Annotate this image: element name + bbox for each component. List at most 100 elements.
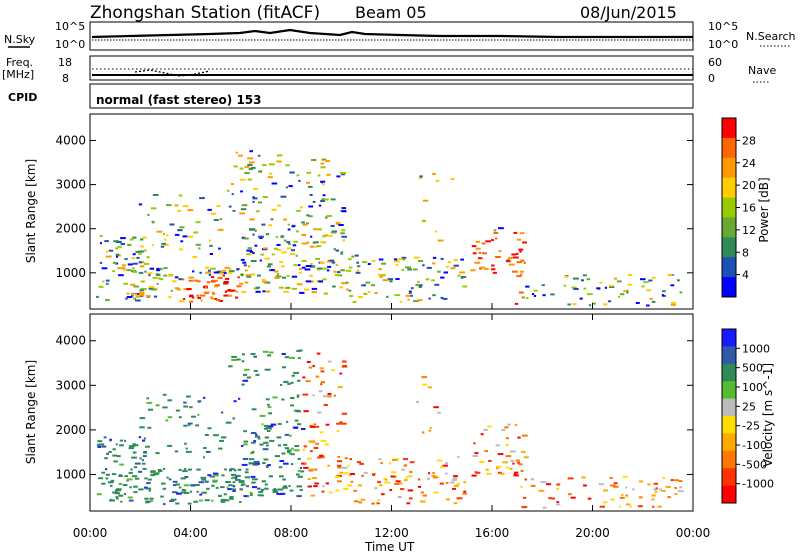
- data-cell: [228, 205, 232, 208]
- data-cell: [290, 447, 294, 450]
- data-cell: [246, 376, 252, 379]
- data-cell: [300, 206, 303, 209]
- data-cell: [296, 473, 300, 476]
- data-cell: [183, 288, 187, 291]
- data-cell: [310, 235, 313, 238]
- data-cell: [225, 290, 229, 292]
- data-cell: [311, 477, 317, 479]
- data-cell: [232, 481, 236, 484]
- data-cell: [505, 466, 509, 469]
- data-cell: [306, 181, 311, 184]
- data-cell: [140, 295, 144, 298]
- data-cell: [110, 479, 115, 482]
- data-cell: [320, 180, 326, 183]
- data-cell: [296, 394, 300, 397]
- data-cell: [240, 274, 244, 277]
- data-cell: [123, 268, 127, 271]
- data-cell: [241, 360, 245, 363]
- data-cell: [183, 405, 189, 408]
- data-cell: [233, 400, 237, 403]
- data-cell: [348, 258, 352, 261]
- data-cell: [336, 430, 340, 432]
- data-cell: [379, 275, 383, 278]
- data-cell: [244, 172, 250, 174]
- data-cell: [178, 468, 182, 471]
- data-cell: [132, 451, 137, 454]
- data-cell: [241, 463, 248, 466]
- data-cell: [456, 497, 463, 500]
- data-cell: [105, 255, 112, 258]
- data-cell: [362, 261, 368, 263]
- data-cell: [505, 437, 509, 440]
- data-cell: [592, 302, 596, 305]
- data-cell: [445, 462, 449, 465]
- data-cell: [195, 221, 201, 224]
- data-cell: [315, 258, 321, 260]
- freq-tick-top: 18: [58, 56, 72, 69]
- data-cell: [261, 480, 267, 483]
- data-cell: [619, 505, 622, 508]
- data-cell: [282, 486, 288, 489]
- data-cell: [208, 239, 212, 242]
- data-cell: [355, 271, 361, 274]
- data-cell: [572, 303, 577, 306]
- colorbar-swatch: [722, 381, 736, 400]
- data-cell: [280, 236, 285, 239]
- data-cell: [121, 264, 127, 267]
- data-cell: [119, 439, 123, 442]
- data-cell: [253, 460, 260, 463]
- data-cell: [216, 205, 221, 208]
- data-cell: [297, 475, 303, 478]
- data-cell: [145, 501, 150, 504]
- data-cell: [154, 472, 160, 474]
- data-cell: [153, 473, 159, 476]
- data-cell: [147, 478, 152, 481]
- data-cell: [246, 249, 252, 252]
- data-cell: [282, 478, 286, 481]
- colorbar-tick-label: 100: [742, 381, 763, 394]
- data-cell: [303, 463, 306, 465]
- data-cell: [141, 462, 146, 465]
- data-cell: [103, 436, 107, 439]
- data-cell: [123, 493, 127, 495]
- data-cell: [245, 274, 252, 277]
- data-cell: [297, 457, 301, 460]
- data-cell: [626, 289, 629, 292]
- data-cell: [342, 239, 346, 242]
- data-cell: [139, 238, 144, 241]
- data-cell: [354, 254, 359, 257]
- data-cell: [212, 472, 219, 475]
- data-cell: [510, 459, 515, 462]
- data-cell: [260, 488, 265, 491]
- data-cell: [308, 468, 315, 471]
- data-cell: [239, 212, 246, 215]
- data-cell: [609, 476, 613, 479]
- data-cell: [132, 236, 137, 239]
- data-cell: [415, 400, 420, 403]
- data-cell: [194, 279, 198, 282]
- data-cell: [139, 417, 146, 420]
- data-cell: [264, 436, 270, 439]
- data-cell: [290, 404, 295, 407]
- data-cell: [371, 502, 375, 505]
- data-cell: [252, 478, 258, 481]
- data-cell: [156, 269, 161, 272]
- data-cell: [508, 256, 514, 259]
- data-cell: [166, 204, 172, 207]
- data-cell: [655, 487, 658, 490]
- data-cell: [204, 499, 210, 502]
- data-cell: [625, 486, 628, 489]
- data-cell: [440, 466, 444, 469]
- data-cell: [237, 468, 242, 471]
- data-cell: [613, 485, 619, 488]
- data-cell: [652, 505, 655, 508]
- data-cell: [290, 253, 296, 256]
- data-cell: [662, 477, 666, 480]
- data-cell: [395, 480, 401, 483]
- data-cell: [143, 451, 148, 454]
- data-cell: [120, 243, 126, 245]
- data-cell: [163, 238, 167, 241]
- data-cell: [98, 477, 104, 480]
- data-cell: [546, 483, 552, 486]
- data-cell: [484, 450, 489, 453]
